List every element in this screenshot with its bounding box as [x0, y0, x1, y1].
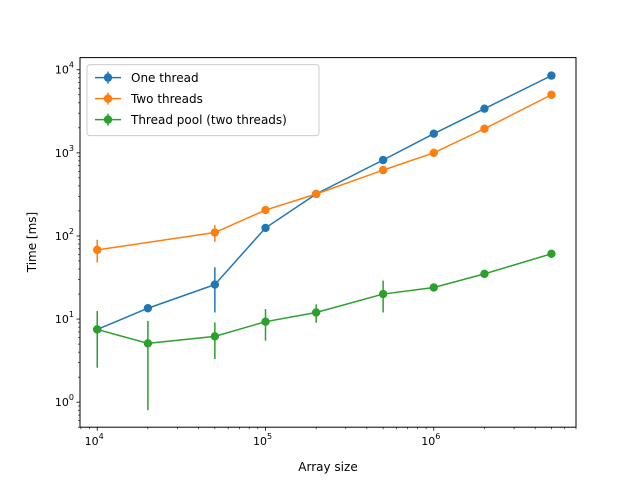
x-tick-label: 104 — [85, 432, 104, 448]
legend-marker — [103, 94, 113, 103]
data-point — [93, 245, 102, 255]
data-point — [311, 308, 321, 317]
data-point — [429, 283, 438, 292]
data-point — [143, 304, 153, 313]
y-axis-label: Time [ms] — [25, 212, 39, 274]
legend-label: One thread — [131, 71, 199, 85]
legend-label: Two threads — [130, 92, 203, 106]
data-point — [480, 269, 489, 279]
legend-marker — [103, 115, 113, 124]
axes-frame — [79, 57, 577, 428]
legend-marker — [103, 73, 113, 82]
series-2 — [93, 90, 556, 263]
legend-box — [86, 64, 320, 137]
data-point — [378, 289, 388, 299]
data-point — [378, 165, 388, 175]
legend-item: One thread — [95, 71, 199, 85]
data-point — [480, 104, 489, 113]
y-tick-label: 102 — [55, 227, 74, 243]
data-point — [143, 339, 153, 348]
data-point — [547, 249, 556, 259]
data-point — [261, 317, 270, 326]
data-point — [480, 124, 489, 133]
data-point — [210, 280, 220, 289]
legend-item: Thread pool (two threads) — [95, 113, 287, 127]
data-point — [261, 223, 270, 233]
x-axis-label: Array size — [298, 460, 357, 474]
legend-label: Thread pool (two threads) — [130, 113, 287, 127]
data-point — [547, 90, 556, 99]
y-tick-label: 100 — [55, 393, 74, 409]
y-tick-label: 101 — [55, 310, 74, 326]
data-point — [429, 129, 438, 138]
y-tick-label: 104 — [55, 61, 74, 77]
y-tick-label: 103 — [55, 144, 74, 160]
data-point — [210, 332, 220, 341]
data-point — [378, 155, 388, 165]
x-tick-label: 105 — [253, 432, 272, 448]
data-point — [547, 71, 556, 80]
data-point — [261, 205, 270, 215]
x-tick-label: 106 — [421, 432, 440, 448]
data-point — [311, 189, 321, 199]
data-point — [429, 148, 438, 158]
series-3 — [93, 249, 556, 411]
legend-item: Two threads — [95, 92, 203, 106]
legend: One thread Two threads Thread pool (two th… — [86, 64, 320, 137]
plot-area — [93, 71, 556, 411]
data-point — [210, 228, 220, 237]
axis-ticks: 104 105 106 100 101 102 103 104 — [55, 61, 577, 448]
series-line — [97, 94, 552, 251]
data-point — [93, 325, 102, 334]
